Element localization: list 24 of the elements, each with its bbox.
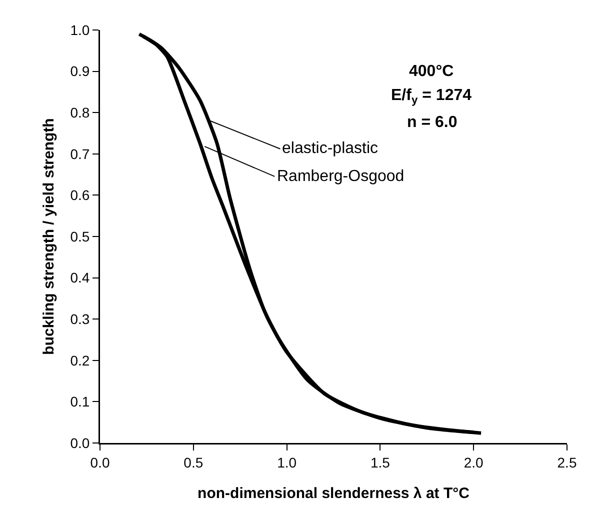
annotation: elastic-plastic [282,140,378,157]
x-tick-label: 0.0 [90,454,110,470]
y-tick-label: 0.3 [70,311,90,327]
y-axis-title: buckling strength / yield strength [40,118,58,355]
x-tick-label: 2.5 [557,454,577,470]
y-tick-label: 0.1 [70,394,90,410]
x-tick-label: 0.5 [184,454,204,470]
annotation: E/f$_{y}$ = 1274 [391,87,472,106]
y-tick-label: 0.2 [70,352,90,368]
y-tick-label: 0.4 [70,270,90,286]
x-tick-label: 1.5 [370,454,390,470]
y-tick-label: 0.8 [70,104,90,120]
annotation: Ramberg-Osgood [277,168,404,185]
y-tick-label: 0.7 [70,146,90,162]
y-tick-label: 0.5 [70,228,90,244]
annotation: 400°C [409,63,454,80]
y-tick-label: 1.0 [70,22,90,38]
annotation: n = 6.0 [407,114,458,131]
y-tick-label: 0.6 [70,187,90,204]
x-tick-label: 2.0 [464,454,484,470]
y-tick-label: 0.9 [70,63,90,80]
x-tick-label: 1.0 [277,454,297,470]
x-axis-title: non-dimensional slenderness λ at T°C [198,485,470,502]
y-tick-label: 0.0 [70,434,90,451]
